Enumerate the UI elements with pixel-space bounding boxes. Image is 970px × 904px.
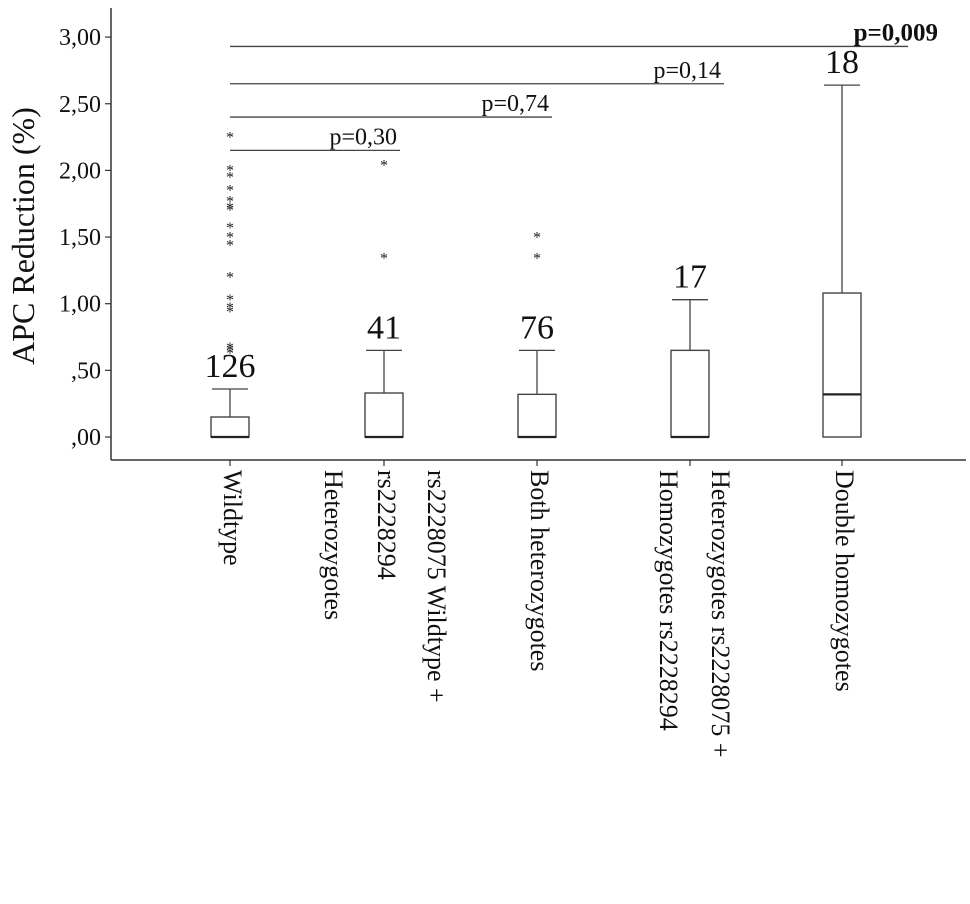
outlier-point: * (226, 343, 234, 360)
outlier-point: * (380, 157, 388, 174)
x-tick-label: Wildtype (218, 470, 247, 566)
y-tick-label: 1,00 (59, 292, 101, 318)
p-value-label: p=0,14 (653, 58, 721, 84)
outlier-point: * (226, 129, 234, 146)
outlier-point: * (533, 251, 541, 268)
p-value-label: p=0,30 (329, 124, 397, 150)
outlier-point: * (226, 340, 234, 357)
x-tick-label: rs2228294 (372, 470, 401, 580)
outlier-point: * (226, 200, 234, 217)
n-count-label: 18 (825, 44, 859, 81)
x-tick-label: rs2228075 Wildtype + (422, 470, 451, 703)
x-tick-label: Homozygotes rs2228294 (654, 470, 683, 731)
outlier-point: * (226, 269, 234, 286)
n-count-label: 41 (367, 309, 401, 346)
box-rect (364, 392, 404, 438)
n-count-label: 76 (520, 309, 554, 346)
outlier-point: * (226, 203, 234, 220)
x-tick-label: Heterozygotes rs2228075 + (706, 470, 735, 758)
comparison-brackets: p=0,30 p=0,74 p=0,14 p=0,009 (230, 19, 938, 152)
outlier-point: * (226, 220, 234, 237)
x-tick-label: Heterozygotes (319, 470, 348, 620)
p-value-label: p=0,009 (854, 19, 938, 46)
outlier-point: * (226, 300, 234, 317)
y-tick-label: 2,00 (59, 158, 101, 184)
box-rect (517, 393, 557, 438)
x-tick-label: Double homozygotes (830, 470, 859, 692)
y-tick-label: ,00 (71, 425, 101, 451)
box-rect (670, 349, 710, 438)
box-group: *****************126 (205, 129, 256, 439)
box-group: * * 76 (517, 229, 557, 439)
outlier-point: * (380, 251, 388, 268)
box-group: 18 (822, 44, 862, 438)
p-value-label: p=0,74 (481, 91, 549, 117)
y-tick-label: ,50 (71, 358, 101, 384)
outlier-point: * (226, 193, 234, 210)
box-rect (210, 416, 250, 438)
axes: APC Reduction (%) (5, 8, 966, 461)
outlier-point: * (226, 345, 234, 362)
x-tick-label: Both heterozygotes (525, 470, 554, 671)
y-axis-label: APC Reduction (%) (5, 107, 41, 365)
n-count-label: 17 (673, 259, 707, 296)
y-tick-label: 1,50 (59, 225, 101, 251)
outlier-point: * (226, 229, 234, 246)
y-ticks: ,00 ,50 1,00 1,50 2,00 2,50 3,00 (59, 25, 111, 451)
box-group: 17 (670, 259, 710, 439)
outlier-point: * (226, 183, 234, 200)
outlier-point: * (226, 237, 234, 254)
outlier-point: * (226, 169, 234, 186)
outlier-point: * (226, 304, 234, 321)
outlier-point: * (533, 229, 541, 246)
y-tick-label: 2,50 (59, 92, 101, 118)
n-count-label: 126 (205, 348, 256, 385)
x-tick-labels: Wildtype Heterozygotes rs2228294 rs2228075 … (218, 460, 859, 758)
box-group: * * 41 (364, 157, 404, 439)
outlier-point: * (226, 163, 234, 180)
y-tick-label: 3,00 (59, 25, 101, 51)
box-rect (822, 292, 862, 438)
outlier-point: * (226, 292, 234, 309)
